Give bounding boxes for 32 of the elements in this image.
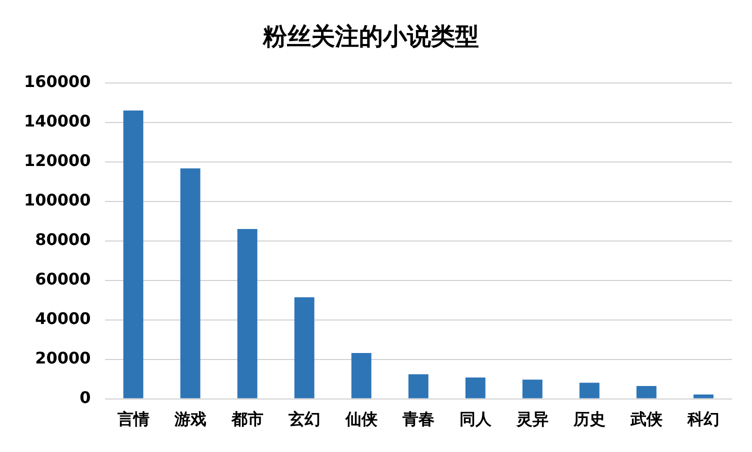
bar [694, 394, 714, 398]
x-tick-label: 同人 [459, 410, 492, 429]
bar [408, 374, 428, 398]
x-tick-label: 游戏 [173, 410, 206, 429]
x-tick-label: 历史 [572, 410, 606, 429]
bar [237, 228, 258, 398]
y-tick-label: 40000 [35, 308, 91, 328]
y-tick-label: 100000 [24, 190, 91, 210]
bar [123, 110, 144, 398]
x-tick-label: 仙侠 [344, 410, 378, 429]
x-tick-label: 灵异 [515, 410, 548, 429]
x-tick-label: 科幻 [686, 410, 720, 429]
bar [294, 297, 314, 398]
y-tick-label: 120000 [24, 150, 91, 170]
bar [180, 168, 200, 398]
y-tick-label: 80000 [35, 230, 91, 249]
y-tick-label: 0 [80, 388, 91, 407]
chart-title: 粉丝关注的小说类型 [262, 22, 479, 51]
bar [636, 386, 656, 398]
bar [579, 382, 600, 398]
x-tick-label: 都市 [230, 410, 264, 429]
bar [351, 352, 372, 398]
x-tick-label: 武侠 [629, 410, 662, 429]
y-tick-label: 20000 [35, 348, 91, 368]
x-tick-label: 玄幻 [287, 410, 320, 429]
x-tick-label: 言情 [116, 410, 150, 429]
x-tick-label: 青春 [401, 410, 434, 429]
bar [465, 377, 486, 398]
bar [522, 380, 542, 398]
y-tick-label: 60000 [35, 269, 91, 288]
y-tick-label: 140000 [24, 111, 91, 130]
y-tick-label: 160000 [24, 72, 91, 91]
